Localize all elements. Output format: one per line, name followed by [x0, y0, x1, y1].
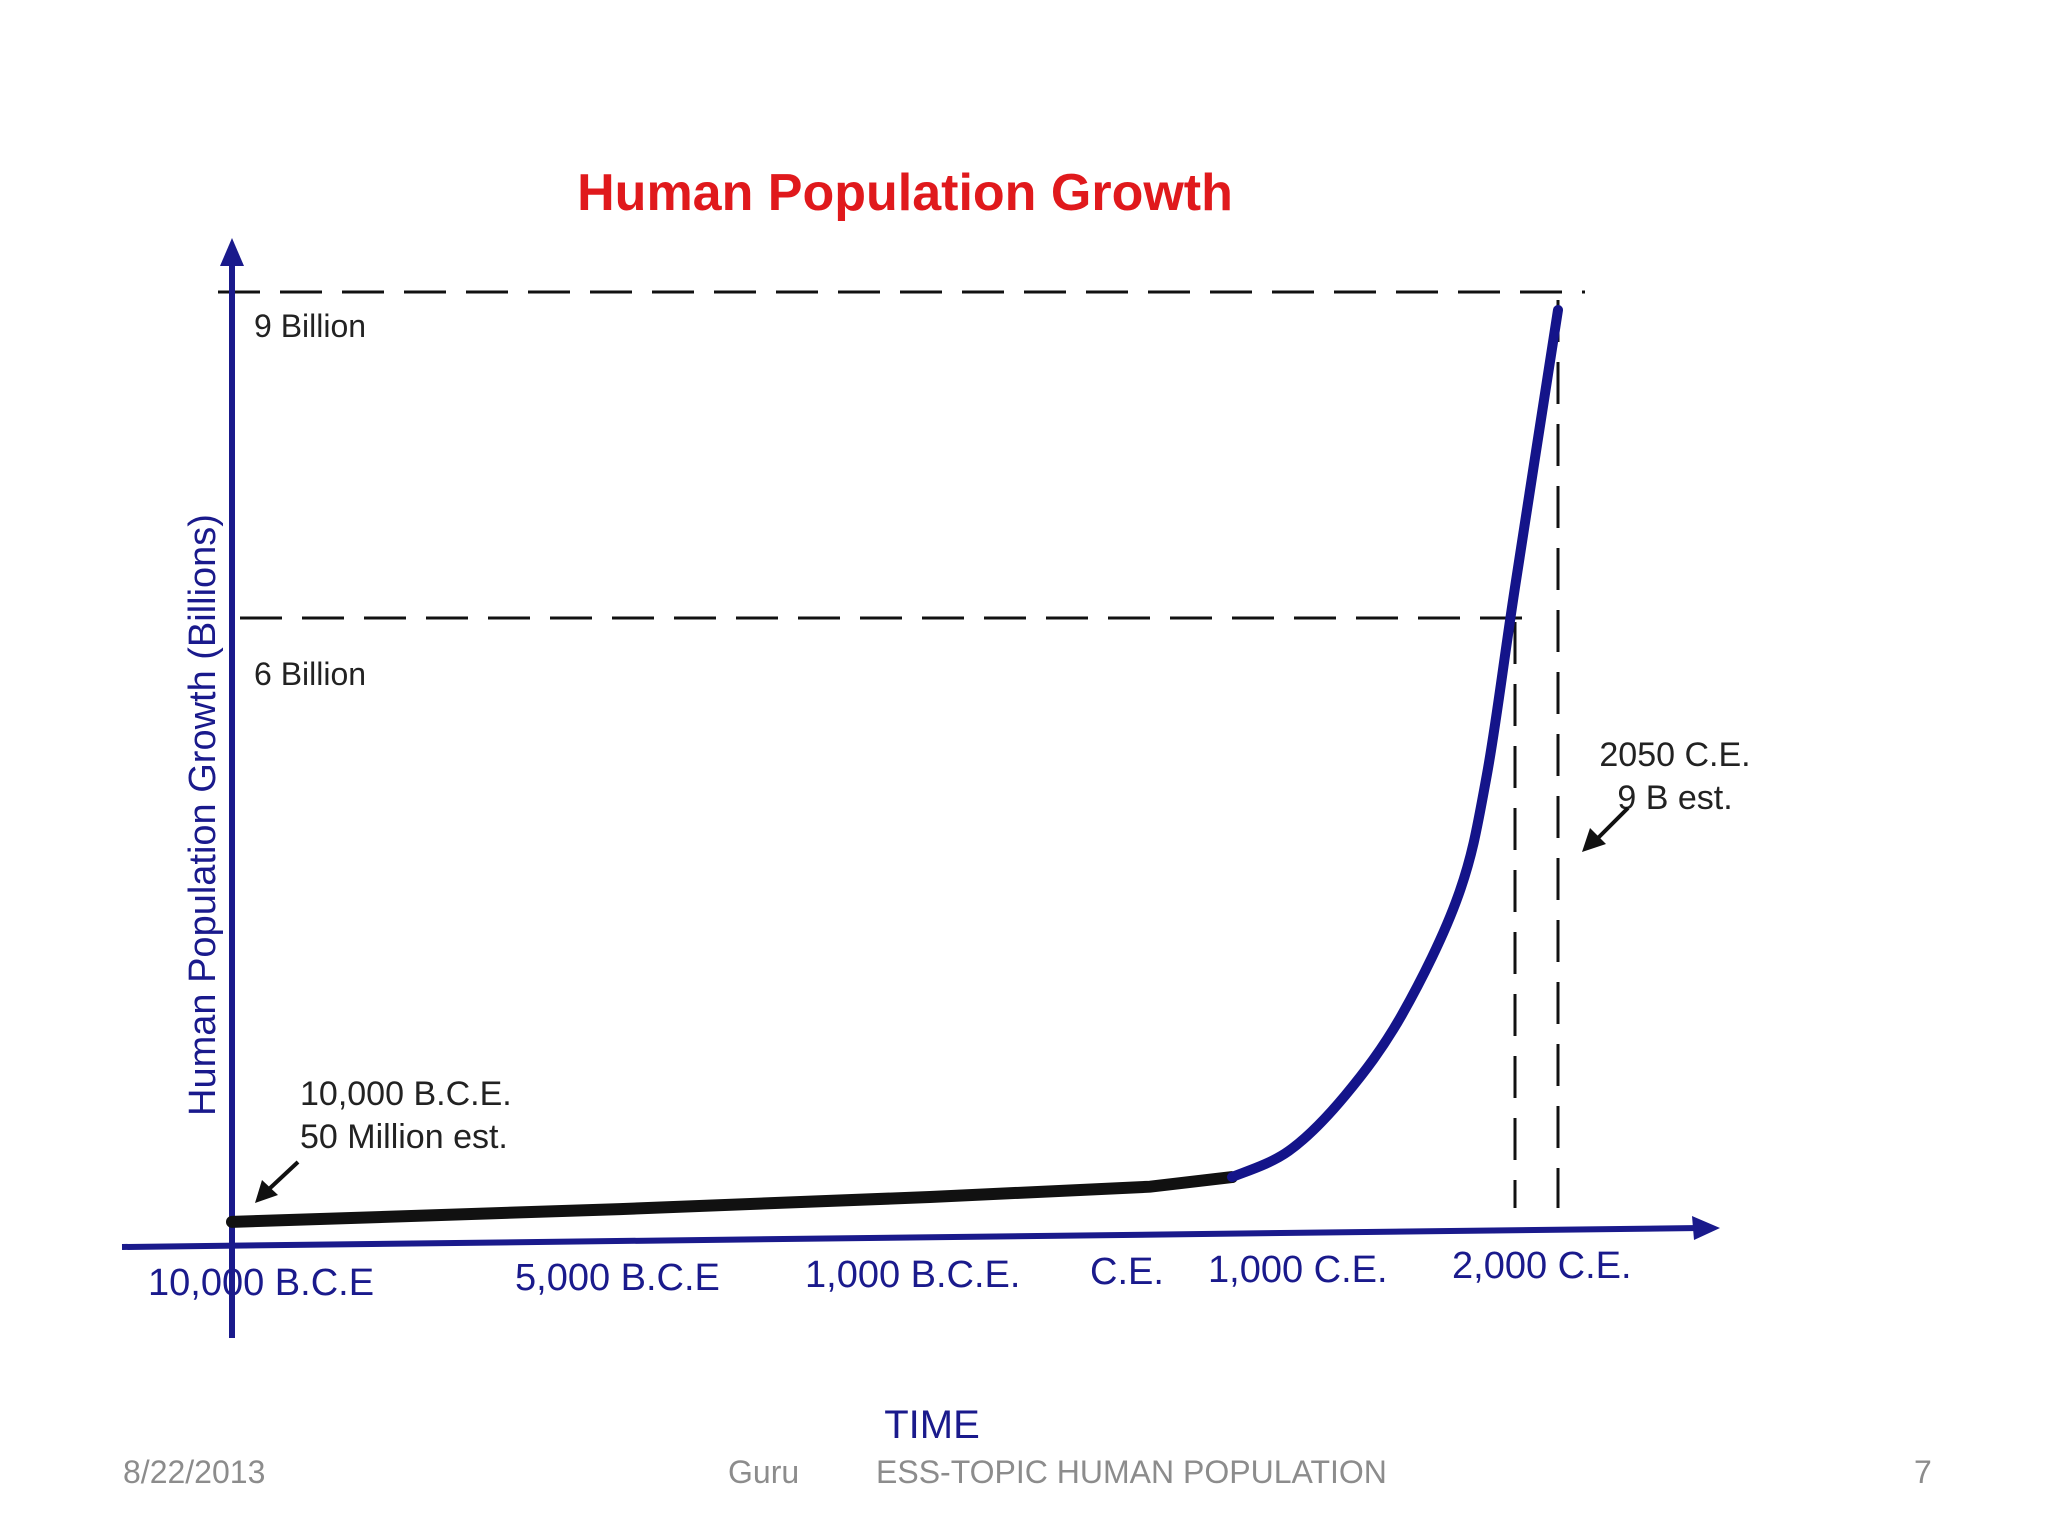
annotation-2050-line2: 9 B est. — [1617, 779, 1732, 817]
x-tick-1000ce: 1,000 C.E. — [1208, 1249, 1388, 1291]
y-axis — [220, 238, 244, 1338]
curve-growth-segment — [1227, 305, 1563, 1183]
x-tick-2000ce: 2,000 C.E. — [1452, 1245, 1632, 1287]
ref-label-9b: 9 Billion — [254, 308, 366, 344]
footer-topic: ESS-TOPIC HUMAN POPULATION — [876, 1454, 1387, 1490]
ref-label-6b: 6 Billion — [254, 656, 366, 692]
footer-date: 8/22/2013 — [123, 1454, 266, 1490]
x-tick-10000bce: 10,000 B.C.E — [148, 1262, 374, 1304]
x-tick-5000bce: 5,000 B.C.E — [515, 1257, 720, 1299]
population-curve — [226, 305, 1563, 1228]
y-axis-label: Human Population Growth (Billions) — [182, 514, 224, 1116]
footer-page-number: 7 — [1914, 1454, 1932, 1490]
x-tick-ce: C.E. — [1090, 1251, 1164, 1293]
x-axis — [121, 1216, 1720, 1250]
annotation-2050-arrow-icon — [1594, 806, 1630, 842]
footer-author: Guru — [728, 1454, 800, 1490]
y-axis-arrow-icon — [220, 238, 244, 266]
reference-lines — [218, 290, 1585, 1208]
annotation-2050: 2050 C.E. 9 B est. — [1582, 736, 1751, 852]
curve-flat-segment — [226, 1171, 1238, 1228]
annotation-start-arrow-icon — [266, 1160, 300, 1192]
x-tick-labels: 10,000 B.C.E 5,000 B.C.E 1,000 B.C.E. C.… — [148, 1245, 1632, 1304]
annotation-start: 10,000 B.C.E. 50 Million est. — [255, 1075, 512, 1203]
annotation-start-line1: 10,000 B.C.E. — [300, 1075, 512, 1113]
annotation-start-line2: 50 Million est. — [300, 1118, 508, 1156]
annotation-2050-line1: 2050 C.E. — [1599, 736, 1750, 774]
x-axis-label: TIME — [884, 1403, 980, 1447]
x-axis-arrow-icon — [1692, 1216, 1720, 1240]
chart-title: Human Population Growth — [577, 164, 1233, 222]
x-tick-1000bce: 1,000 B.C.E. — [805, 1254, 1020, 1296]
